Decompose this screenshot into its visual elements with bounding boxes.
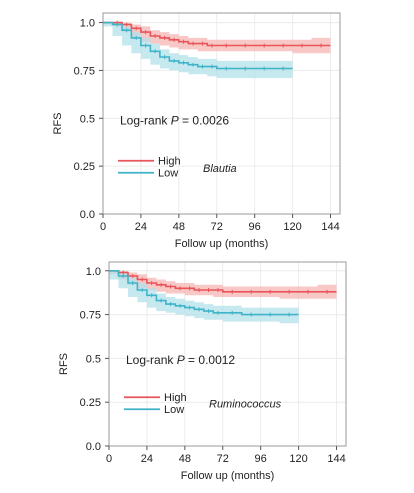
x-tick-label: 72 [217, 453, 229, 465]
logrank-annotation: Log-rank P = 0.0026 [120, 114, 229, 128]
taxon-label: Ruminococcus [209, 398, 282, 410]
censor-marks-high [116, 20, 322, 48]
logrank-annotation: Log-rank P = 0.0012 [126, 353, 235, 367]
y-tick-label: 0.75 [74, 65, 95, 77]
y-tick-label: 0.0 [86, 441, 101, 453]
y-axis-title: RFS [58, 353, 70, 375]
band-low [109, 270, 299, 324]
y-axis-title: RFS [52, 113, 64, 135]
x-tick-label: 144 [327, 453, 345, 465]
legend-label-high: High [158, 156, 181, 168]
x-tick-label: 96 [249, 221, 261, 233]
x-tick-label: 120 [283, 221, 301, 233]
x-tick-label: 144 [321, 221, 339, 233]
plot-frame [108, 261, 347, 447]
x-tick-label: 120 [289, 453, 307, 465]
km-plot-ruminococcus: 0 24 48 72 96 120 144 0.0 0.25 0.5 0.75 1.0 Follow u… [58, 261, 347, 482]
y-tick-label: 0.5 [86, 353, 101, 365]
y-tick-label: 1.0 [80, 18, 95, 30]
km-plot-blautia: 0 24 48 72 96 120 144 0.0 0.25 0.5 0.75 1.0 Follow u… [52, 12, 341, 250]
survival-curve-low [109, 270, 299, 316]
band-low [103, 22, 293, 79]
taxon-label: Blautia [203, 163, 237, 175]
y-tick-label: 0.25 [74, 161, 95, 173]
legend-label-low: Low [164, 404, 184, 416]
y-tick-label: 0.0 [80, 209, 95, 221]
x-tick-label: 48 [179, 453, 191, 465]
x-tick-label: 48 [173, 221, 185, 233]
censor-marks-low [122, 274, 290, 317]
y-tick-label: 0.25 [80, 397, 101, 409]
x-axis-title: Follow up (months) [175, 238, 269, 250]
x-tick-label: 24 [135, 221, 147, 233]
x-tick-label: 24 [141, 453, 153, 465]
x-tick-label: 96 [255, 453, 267, 465]
legend-label-high: High [164, 392, 187, 404]
plot-frame [102, 12, 341, 215]
censor-marks-low [116, 22, 284, 71]
legend-label-low: Low [158, 168, 178, 180]
y-tick-label: 0.5 [80, 113, 95, 125]
x-tick-label: 0 [106, 453, 112, 465]
x-axis-title: Follow up (months) [181, 470, 275, 482]
censor-marks-high [122, 270, 328, 294]
x-tick-label: 72 [211, 221, 223, 233]
y-tick-label: 0.75 [80, 310, 101, 322]
x-tick-label: 0 [100, 221, 106, 233]
y-tick-label: 1.0 [86, 266, 101, 278]
